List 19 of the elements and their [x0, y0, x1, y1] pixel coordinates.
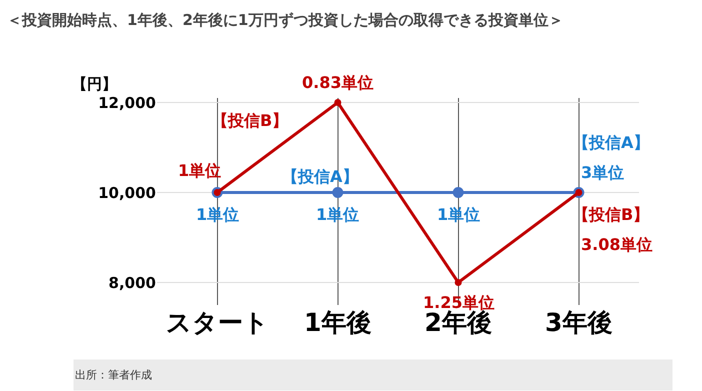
- x-tick-label: 1年後: [304, 308, 372, 337]
- annotation: 【投信B】: [573, 205, 650, 224]
- annotation: 3単位: [581, 163, 624, 182]
- x-tick-label: スタート: [166, 308, 269, 337]
- y-axis-title: 【円】: [72, 75, 117, 93]
- x-tick-label: 3年後: [545, 308, 612, 337]
- annotation: 3.08単位: [581, 235, 652, 254]
- annotation: 0.83単位: [302, 73, 374, 92]
- chart-title: ＜投資開始時点、1年後、2年後に1万円ずつ投資した場合の取得できる投資単位＞: [7, 10, 564, 29]
- text: 出所：筆者作成: [75, 368, 152, 382]
- annotation: 【投信A】: [573, 133, 650, 152]
- point: [452, 187, 464, 198]
- point: [332, 187, 344, 198]
- point: [334, 99, 342, 106]
- y-tick-label: 10,000: [98, 184, 156, 202]
- y-tick-label: 8,000: [108, 274, 156, 292]
- series-label: 【投信B】: [212, 111, 288, 130]
- y-tick-label: 12,000: [98, 94, 156, 112]
- point: [454, 279, 462, 286]
